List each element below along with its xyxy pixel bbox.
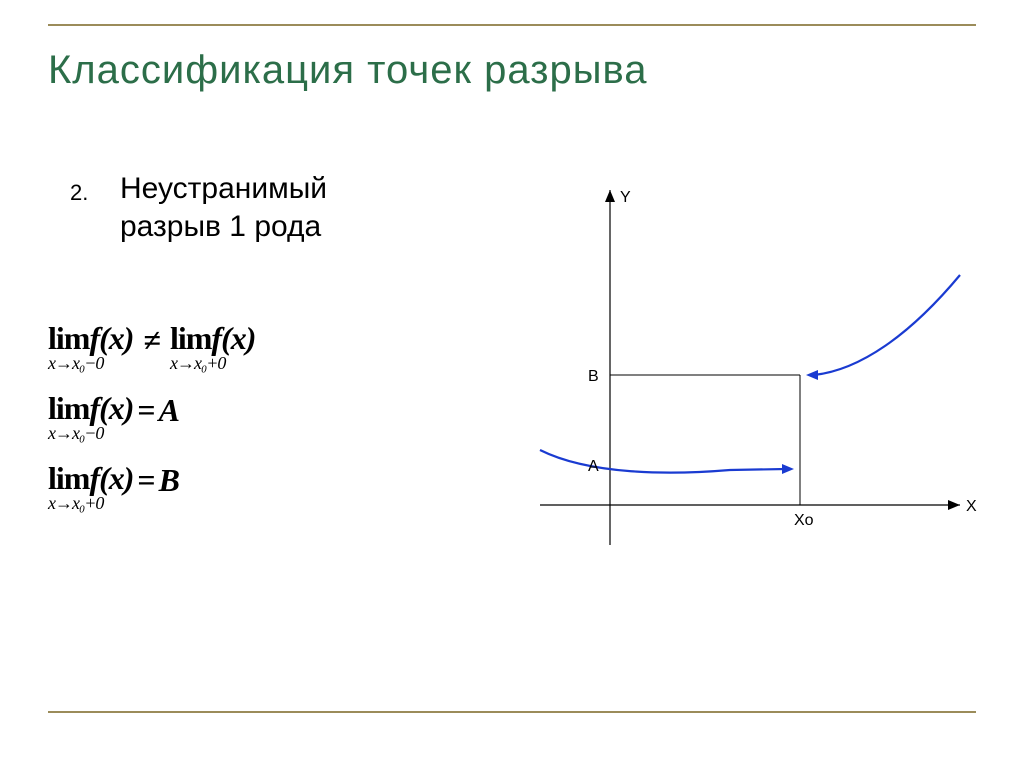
top-rule [48, 24, 976, 26]
lim-word-2: lim [170, 320, 211, 356]
fx-text-4: f(x) [89, 460, 133, 496]
lim-word-3: lim [48, 390, 89, 426]
svg-text:Y: Y [620, 189, 631, 206]
slide-frame: Классификация точек разрыва 2. Неустрани… [0, 0, 1024, 767]
eq-op-2: = [137, 462, 154, 499]
eq-op-1: = [137, 392, 154, 429]
fx-text-3: f(x) [89, 390, 133, 426]
svg-text:Xo: Xo [794, 512, 814, 529]
svg-text:B: B [588, 368, 599, 385]
lim-right-plus-B: limf(x) x→x₀+0 [48, 460, 133, 514]
lim-left-minus-A: limf(x) x→x₀−0 [48, 390, 133, 444]
item-line1: Неустранимый [120, 172, 327, 205]
lim-word: lim [48, 320, 89, 356]
formula-eq-B: limf(x) x→x₀+0 = B [48, 460, 261, 514]
formulas-block: limf(x) x→x₀−0 ≠ limf(x) x→x₀+0 limf(x) … [48, 320, 261, 530]
rhs-B: B [159, 462, 179, 499]
discontinuity-graph: X Y Xo A B [530, 175, 980, 595]
list-number: 2. [70, 180, 88, 206]
formula-inequality: limf(x) x→x₀−0 ≠ limf(x) x→x₀+0 [48, 320, 261, 374]
bottom-rule [48, 711, 976, 713]
lim-right-plus: limf(x) x→x₀+0 [170, 320, 255, 374]
fx-text: f(x) [89, 320, 133, 356]
lim-word-4: lim [48, 460, 89, 496]
item-line2: разрыв 1 рода [120, 210, 321, 243]
svg-text:X: X [966, 498, 977, 515]
svg-text:A: A [588, 458, 599, 475]
formula-eq-A: limf(x) x→x₀−0 = A [48, 390, 261, 444]
neq-op: ≠ [143, 322, 160, 359]
lim-left-minus: limf(x) x→x₀−0 [48, 320, 133, 374]
fx-text-2: f(x) [211, 320, 255, 356]
rhs-A: A [159, 392, 179, 429]
list-item-text: Неустранимый разрыв 1 рода [120, 170, 327, 245]
slide-title: Классификация точек разрыва [48, 48, 648, 93]
